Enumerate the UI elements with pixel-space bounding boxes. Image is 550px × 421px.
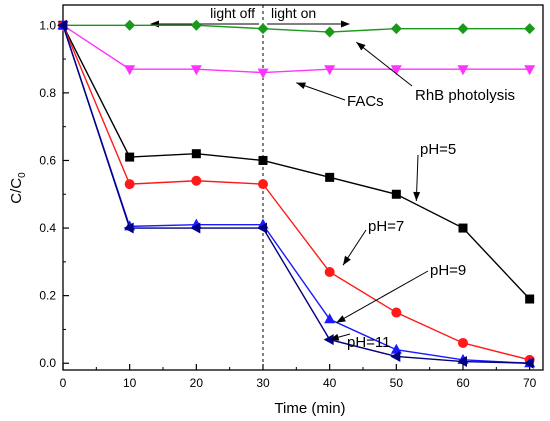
data-point-facs	[457, 65, 469, 76]
data-point-ph-5	[125, 152, 135, 162]
annotation-ph-7: pH=7	[342, 218, 404, 266]
y-tick-label: 1.0	[39, 18, 56, 32]
plot-border	[62, 4, 544, 371]
light-off-arrowhead	[150, 20, 159, 28]
data-point-facs	[190, 65, 202, 76]
light-on-arrowhead	[341, 20, 350, 28]
x-tick-label: 60	[456, 376, 470, 390]
x-axis-label: Time (min)	[274, 400, 345, 417]
data-point-ph-11	[390, 350, 401, 362]
y-tick-label: 0.8	[39, 86, 56, 100]
series-line-facs	[62, 24, 530, 74]
annotation-rhb-photolysis: RhB photolysis	[356, 41, 515, 104]
annotation-label: pH=5	[420, 141, 456, 158]
light-on-label: light on	[271, 5, 316, 21]
annotation-arrowhead	[296, 82, 306, 90]
light-off-label: light off	[210, 5, 255, 21]
annotation-label: pH=11	[347, 334, 391, 351]
y-axis-label-main: C/C	[8, 178, 25, 204]
data-point-facs	[324, 65, 336, 76]
annotation-layer: RhB photolysis FACs pH=5 pH=7 pH=9 pH=11	[296, 41, 515, 351]
annotation-ph-11: pH=11	[329, 333, 391, 351]
data-point-facs	[524, 65, 536, 76]
annotation-arrowhead	[356, 42, 366, 51]
series-line-ph-7	[62, 25, 530, 361]
svg-text:C/C0: C/C0	[8, 172, 28, 204]
annotation-label: pH=7	[368, 218, 404, 235]
data-point-ph-11	[523, 357, 534, 369]
x-tick-label: 0	[60, 376, 67, 390]
annotation-label: pH=9	[430, 262, 466, 279]
annotation-arrowhead	[413, 191, 421, 202]
series-ph-5	[58, 20, 535, 304]
y-tick-label: 0.4	[39, 221, 56, 235]
series-line-ph-9	[62, 25, 530, 364]
annotation-arrowhead	[343, 255, 351, 266]
data-point-ph-7	[191, 175, 202, 186]
annotation-arrow-line	[336, 270, 429, 324]
data-point-ph-11	[257, 222, 267, 234]
y-axis-ticks: 0.0 0.2 0.4 0.6 0.8 1.0	[39, 18, 69, 370]
x-tick-label: 10	[123, 376, 137, 390]
y-tick-label: 0.6	[39, 153, 56, 167]
data-point-ph-5	[258, 155, 268, 165]
series-line-rhb-photolysis	[63, 24, 530, 33]
data-point-ph-11	[457, 356, 467, 368]
data-point-ph-7	[324, 266, 335, 277]
series-line-ph-11	[62, 25, 530, 364]
data-point-ph-11	[323, 334, 334, 346]
data-point-ph-7	[124, 179, 135, 190]
annotation-ph-9: pH=9	[336, 262, 466, 324]
annotation-arrow-line	[356, 41, 413, 87]
series-line-ph-5	[62, 24, 531, 300]
data-point-facs	[124, 65, 136, 76]
data-point-rhb-photolysis	[524, 23, 536, 35]
x-tick-label: 40	[323, 376, 337, 390]
y-axis-label-sub: 0	[17, 172, 28, 178]
light-divider: light off light on	[150, 5, 350, 370]
data-point-rhb-photolysis	[324, 26, 336, 38]
x-tick-label: 70	[523, 376, 537, 390]
annotation-facs: FACs	[296, 82, 384, 110]
data-point-ph-11	[190, 222, 201, 234]
data-point-ph-11	[123, 222, 134, 234]
data-point-ph-9	[390, 343, 402, 354]
data-point-rhb-photolysis	[390, 23, 402, 35]
annotation-label: RhB photolysis	[415, 87, 515, 104]
annotation-ph-5: pH=5	[413, 141, 456, 202]
data-point-rhb-photolysis	[190, 19, 202, 31]
y-tick-label: 0.0	[39, 356, 56, 370]
series-rhb-photolysis	[57, 19, 536, 38]
data-point-ph-7	[258, 179, 268, 190]
annotation-arrowhead	[336, 315, 346, 323]
y-axis-label: C/C0	[8, 172, 28, 204]
y-tick-label: 0.2	[39, 289, 56, 303]
x-tick-label: 50	[390, 376, 404, 390]
data-point-ph-11	[57, 19, 67, 31]
data-point-ph-5	[391, 189, 401, 199]
series-ph-11	[57, 19, 534, 369]
x-tick-label: 30	[256, 376, 270, 390]
data-point-ph-9	[324, 313, 336, 324]
annotation-arrowhead	[329, 333, 340, 341]
data-point-rhb-photolysis	[124, 19, 136, 31]
annotation-label: FACs	[347, 93, 384, 110]
plot-frame	[62, 4, 544, 371]
data-point-ph-5	[458, 223, 468, 233]
data-point-ph-7	[458, 337, 468, 348]
data-point-rhb-photolysis	[257, 23, 269, 35]
data-point-ph-5	[525, 294, 535, 304]
x-tick-label: 20	[190, 376, 204, 390]
data-point-ph-7	[391, 307, 402, 318]
data-point-facs	[257, 68, 269, 79]
data-point-ph-5	[191, 149, 201, 159]
x-axis-ticks: 0 10 20 30 40 50 60 70	[60, 364, 537, 390]
series-layer	[57, 19, 536, 369]
data-point-facs	[390, 65, 402, 76]
data-point-rhb-photolysis	[457, 23, 469, 35]
data-point-ph-5	[325, 172, 335, 182]
